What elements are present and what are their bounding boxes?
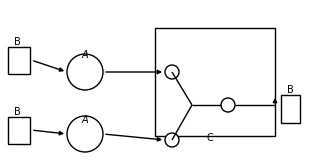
Text: B: B (14, 107, 20, 117)
Text: B: B (287, 85, 293, 95)
Circle shape (67, 54, 103, 90)
Bar (155, 28, 275, 136)
Text: A: A (82, 115, 88, 125)
Circle shape (221, 98, 235, 112)
Circle shape (165, 133, 179, 147)
Text: B: B (14, 37, 20, 47)
Text: A: A (82, 50, 88, 60)
Bar (8, 117, 30, 144)
Circle shape (67, 116, 103, 152)
Text: C: C (207, 133, 213, 143)
Bar (281, 95, 300, 123)
Circle shape (165, 65, 179, 79)
Bar (8, 47, 30, 74)
